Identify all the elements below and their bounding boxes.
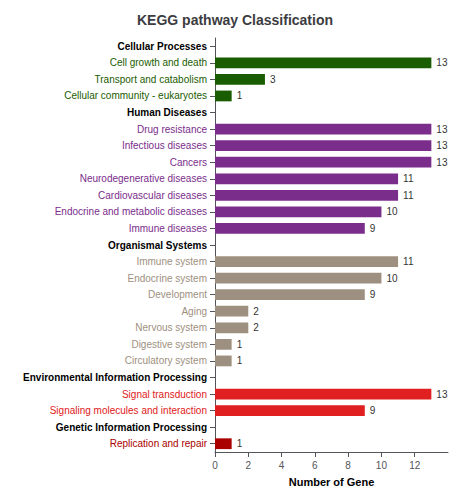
svg-text:Neurodegenerative diseases: Neurodegenerative diseases [80, 173, 207, 184]
svg-text:Circulatory system: Circulatory system [125, 355, 207, 366]
svg-text:2: 2 [246, 460, 252, 471]
svg-text:Signaling molecules and intera: Signaling molecules and interaction [50, 405, 207, 416]
svg-text:1: 1 [237, 339, 243, 350]
svg-text:Replication and repair: Replication and repair [110, 438, 208, 449]
svg-text:Development: Development [148, 289, 207, 300]
svg-text:8: 8 [345, 460, 351, 471]
svg-text:Cellular Processes: Cellular Processes [118, 41, 208, 52]
svg-text:13: 13 [436, 57, 448, 68]
svg-text:0: 0 [212, 460, 218, 471]
svg-text:11: 11 [403, 173, 414, 184]
svg-text:1: 1 [237, 90, 243, 101]
svg-text:13: 13 [436, 140, 448, 151]
svg-text:Number of Gene: Number of Gene [289, 476, 375, 488]
svg-text:13: 13 [436, 157, 448, 168]
svg-text:Genetic Information Processing: Genetic Information Processing [56, 422, 207, 433]
svg-text:Environmental Information Proc: Environmental Information Processing [23, 372, 207, 383]
svg-text:10: 10 [386, 273, 398, 284]
svg-text:Aging: Aging [181, 306, 207, 317]
svg-text:Immune system: Immune system [136, 256, 207, 267]
svg-text:10: 10 [376, 460, 388, 471]
svg-text:Human Diseases: Human Diseases [127, 107, 207, 118]
svg-text:Nervous system: Nervous system [135, 322, 207, 333]
svg-text:Endocrine and metabolic diseas: Endocrine and metabolic diseases [55, 206, 207, 217]
svg-text:11: 11 [403, 256, 414, 267]
svg-text:Transport and catabolism: Transport and catabolism [95, 74, 207, 85]
svg-text:2: 2 [253, 322, 259, 333]
svg-text:Drug resistance: Drug resistance [137, 124, 207, 135]
svg-text:Organismal Systems: Organismal Systems [108, 240, 207, 251]
svg-text:10: 10 [386, 206, 398, 217]
svg-text:9: 9 [370, 405, 376, 416]
svg-text:9: 9 [370, 289, 376, 300]
svg-text:11: 11 [403, 190, 414, 201]
svg-text:Cardiovascular diseases: Cardiovascular diseases [98, 190, 207, 201]
svg-text:3: 3 [270, 74, 276, 85]
svg-text:13: 13 [436, 389, 448, 400]
svg-text:2: 2 [253, 306, 259, 317]
svg-text:Cell growth and death: Cell growth and death [110, 57, 207, 68]
svg-text:Immune diseases: Immune diseases [129, 223, 207, 234]
svg-text:1: 1 [237, 355, 243, 366]
svg-text:Digestive system: Digestive system [131, 339, 207, 350]
svg-text:Cancers: Cancers [170, 157, 207, 168]
svg-text:Signal transduction: Signal transduction [122, 389, 207, 400]
svg-text:Infectious diseases: Infectious diseases [122, 140, 207, 151]
svg-text:13: 13 [436, 124, 448, 135]
svg-text:4: 4 [279, 460, 285, 471]
svg-text:Cellular community - eukaryote: Cellular community - eukaryotes [64, 90, 207, 101]
svg-text:9: 9 [370, 223, 376, 234]
svg-text:Endocrine system: Endocrine system [128, 273, 207, 284]
svg-text:6: 6 [312, 460, 318, 471]
svg-text:1: 1 [237, 438, 243, 449]
svg-text:12: 12 [409, 460, 421, 471]
svg-text:KEGG pathway Classification: KEGG pathway Classification [137, 12, 333, 28]
